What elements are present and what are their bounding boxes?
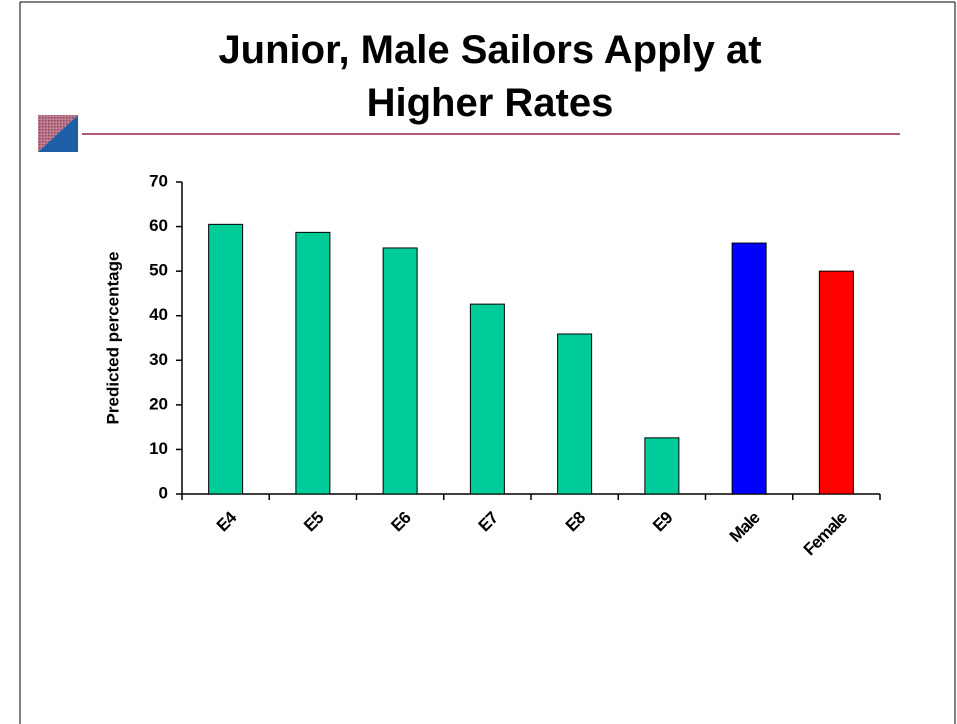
chart-title: Junior, Male Sailors Apply at Higher Rat… [218,28,762,125]
bar [295,231,331,495]
x-tick-label: E4 [213,507,241,535]
logo-bottom [38,115,78,152]
y-tick-label: 50 [149,261,168,280]
plot: Predicted percentage 0 10 20 30 40 50 60 70 E4 E5 E… [103,171,881,559]
y-tick-label: 40 [149,305,168,324]
bar [557,333,593,495]
y-tick-label: 30 [149,350,168,369]
x-tick-label: E9 [649,508,676,535]
y-tick-label: 10 [149,439,168,458]
bar [208,223,244,495]
x-tick-label: Female [800,508,851,559]
x-tick-label: E5 [300,508,327,535]
x-tick-label: E8 [562,508,589,535]
x-tick-label: E7 [475,508,502,535]
x-tick-label: E6 [387,508,414,535]
y-tick-label: 0 [159,483,168,502]
y-tick-label: 20 [149,394,168,413]
y-tick-label: 70 [149,171,168,190]
bar [731,242,767,495]
y-tick-label: 60 [149,216,168,235]
x-tick-label: Male [726,508,764,546]
bar [469,303,505,495]
y-axis-label: Predicted percentage [103,252,122,425]
bar [818,270,854,495]
bar [382,247,418,495]
bar [644,437,680,495]
